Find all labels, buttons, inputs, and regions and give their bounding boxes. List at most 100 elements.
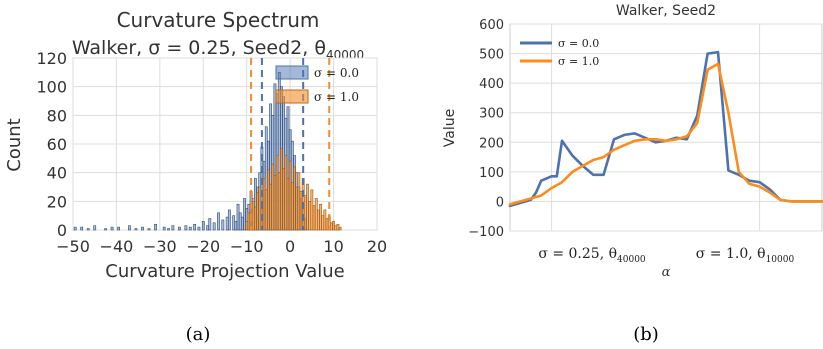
hist-bar-sigma1 bbox=[264, 189, 268, 231]
hist-bar-sigma1 bbox=[306, 183, 309, 231]
hist-bar-sigma0 bbox=[80, 226, 84, 231]
hist-bar-sigma1 bbox=[299, 191, 303, 231]
hist-bar-sigma1 bbox=[303, 195, 307, 231]
hist-bar-sigma1 bbox=[297, 172, 301, 231]
hist-bar-sigma1 bbox=[314, 198, 318, 231]
line-x-tick-label-sigma1-sub: 10000 bbox=[766, 255, 795, 265]
hist-bar-sigma1 bbox=[290, 182, 294, 231]
hist-bar-sigma1 bbox=[325, 218, 329, 231]
hist-bar-sigma1 bbox=[338, 226, 342, 231]
hist-bar-sigma1 bbox=[332, 221, 335, 231]
hist-bar-sigma1 bbox=[286, 178, 290, 231]
hist-title: Curvature Spectrum bbox=[117, 8, 320, 32]
hist-x-tick-label: −30 bbox=[143, 237, 177, 256]
hist-bar-sigma0 bbox=[236, 203, 240, 231]
hist-bar-sigma0 bbox=[86, 228, 90, 231]
hist-bar-sigma1 bbox=[336, 223, 340, 231]
hist-bar-sigma1 bbox=[334, 225, 338, 231]
hist-bar-sigma1 bbox=[323, 209, 327, 231]
line-y-tick-label: −100 bbox=[468, 225, 504, 240]
line-x-tick-label-sigma025: σ = 0.25, θ40000 bbox=[538, 246, 646, 265]
line-y-tick-label: 100 bbox=[479, 166, 504, 181]
hist-bar-sigma1 bbox=[247, 212, 251, 231]
hist-y-tick-label: 20 bbox=[47, 192, 67, 211]
hist-bar-sigma1 bbox=[308, 201, 312, 231]
hist-bar-sigma0 bbox=[147, 228, 151, 231]
line-legend-label-sigma0: σ = 0.0 bbox=[558, 37, 599, 50]
hist-x-tick-label: −10 bbox=[230, 237, 264, 256]
line-y-tick-label: 200 bbox=[479, 136, 504, 151]
hist-x-tick-label: 20 bbox=[367, 237, 387, 256]
line-chart-panel: Walker, Seed2 −100 0 100 200 300 400 500 600 Va… bbox=[442, 3, 823, 280]
panel-label-b: (b) bbox=[633, 324, 659, 345]
line-title: Walker, Seed2 bbox=[616, 3, 716, 19]
line-x-axis-label: α bbox=[662, 265, 671, 280]
hist-bar-sigma0 bbox=[178, 226, 181, 231]
hist-x-tick-label: −20 bbox=[186, 237, 220, 256]
hist-bar-sigma1 bbox=[310, 189, 314, 231]
hist-bar-sigma1 bbox=[330, 222, 333, 231]
line-x-tick-label-sigma025-sub: 40000 bbox=[617, 255, 646, 265]
hist-bar-sigma1 bbox=[321, 215, 325, 231]
hist-dashed-lines bbox=[250, 58, 331, 230]
hist-bar-sigma1 bbox=[271, 163, 275, 231]
hist-bar-sigma1 bbox=[277, 172, 281, 231]
hist-bar-sigma0 bbox=[167, 228, 170, 231]
hist-bar-sigma0 bbox=[232, 215, 236, 231]
hist-bar-sigma1 bbox=[319, 203, 322, 231]
hist-bar-sigma1 bbox=[316, 209, 320, 231]
hist-bar-sigma0 bbox=[184, 225, 188, 231]
line-series-sigma1 bbox=[508, 62, 823, 206]
hist-bar-sigma1 bbox=[280, 148, 283, 231]
line-y-ticks: −100 0 100 200 300 400 500 600 bbox=[468, 18, 504, 240]
hist-bar-sigma0 bbox=[134, 228, 138, 231]
hist-bar-sigma1 bbox=[275, 155, 279, 231]
line-x-tick-label-sigma025-main: σ = 0.25, θ bbox=[538, 246, 617, 262]
line-y-tick-label: 400 bbox=[479, 77, 504, 92]
hist-bar-sigma0 bbox=[201, 221, 205, 231]
hist-bar-sigma0 bbox=[93, 225, 97, 231]
hist-bar-sigma1 bbox=[282, 168, 286, 231]
hist-bar-sigma0 bbox=[208, 218, 212, 231]
hist-bar-sigma1 bbox=[267, 169, 270, 231]
hist-legend: σ = 0.0 σ = 1.0 bbox=[275, 65, 359, 104]
hist-bar-sigma1 bbox=[284, 155, 288, 231]
hist-bar-sigma0 bbox=[162, 226, 166, 231]
panel-label-a: (a) bbox=[186, 324, 211, 345]
hist-bar-sigma0 bbox=[234, 221, 238, 231]
hist-y-tick-label: 120 bbox=[36, 49, 67, 68]
hist-bar-sigma0 bbox=[212, 222, 216, 231]
line-x-tick-label-sigma1: σ = 1.0, θ10000 bbox=[696, 246, 795, 265]
hist-bar-sigma0 bbox=[217, 212, 220, 231]
hist-bar-sigma0 bbox=[221, 219, 225, 231]
hist-bar-sigma1 bbox=[245, 221, 249, 231]
hist-bar-sigma0 bbox=[171, 225, 175, 231]
hist-subtitle-main: Walker, σ = 0.25, Seed2, θ bbox=[72, 37, 326, 59]
hist-bar-sigma0 bbox=[188, 226, 192, 231]
hist-bar-sigma0 bbox=[154, 223, 157, 231]
line-y-tick-label: 0 bbox=[496, 195, 504, 210]
hist-legend-swatch-sigma0 bbox=[275, 65, 309, 80]
hist-legend-label-sigma1: σ = 1.0 bbox=[314, 90, 359, 104]
hist-bar-sigma1 bbox=[273, 175, 277, 231]
line-y-tick-label: 300 bbox=[479, 107, 504, 122]
hist-y-tick-label: 60 bbox=[47, 135, 67, 154]
hist-bar-sigma0 bbox=[238, 212, 242, 231]
hist-x-tick-label: −40 bbox=[100, 237, 134, 256]
hist-grid bbox=[72, 57, 378, 231]
hist-legend-label-sigma0: σ = 0.0 bbox=[314, 66, 359, 80]
hist-bar-sigma0 bbox=[240, 216, 244, 231]
hist-x-tick-label: 10 bbox=[323, 237, 343, 256]
hist-x-tick-label: −50 bbox=[56, 237, 90, 256]
hist-y-tick-label: 100 bbox=[36, 78, 67, 97]
hist-bar-sigma0 bbox=[73, 226, 77, 231]
hist-bar-sigma1 bbox=[288, 160, 292, 231]
hist-y-axis-label: Count bbox=[4, 118, 25, 171]
hist-y-ticks: 0 20 40 60 80 100 120 bbox=[36, 49, 67, 240]
hist-bar-sigma1 bbox=[295, 186, 299, 231]
line-y-tick-label: 600 bbox=[479, 18, 504, 33]
line-x-tick-label-sigma1-main: σ = 1.0, θ bbox=[696, 246, 766, 262]
hist-x-ticks: −50 −40 −30 −20 −10 0 10 20 bbox=[56, 237, 387, 256]
hist-bar-sigma0 bbox=[141, 226, 144, 231]
